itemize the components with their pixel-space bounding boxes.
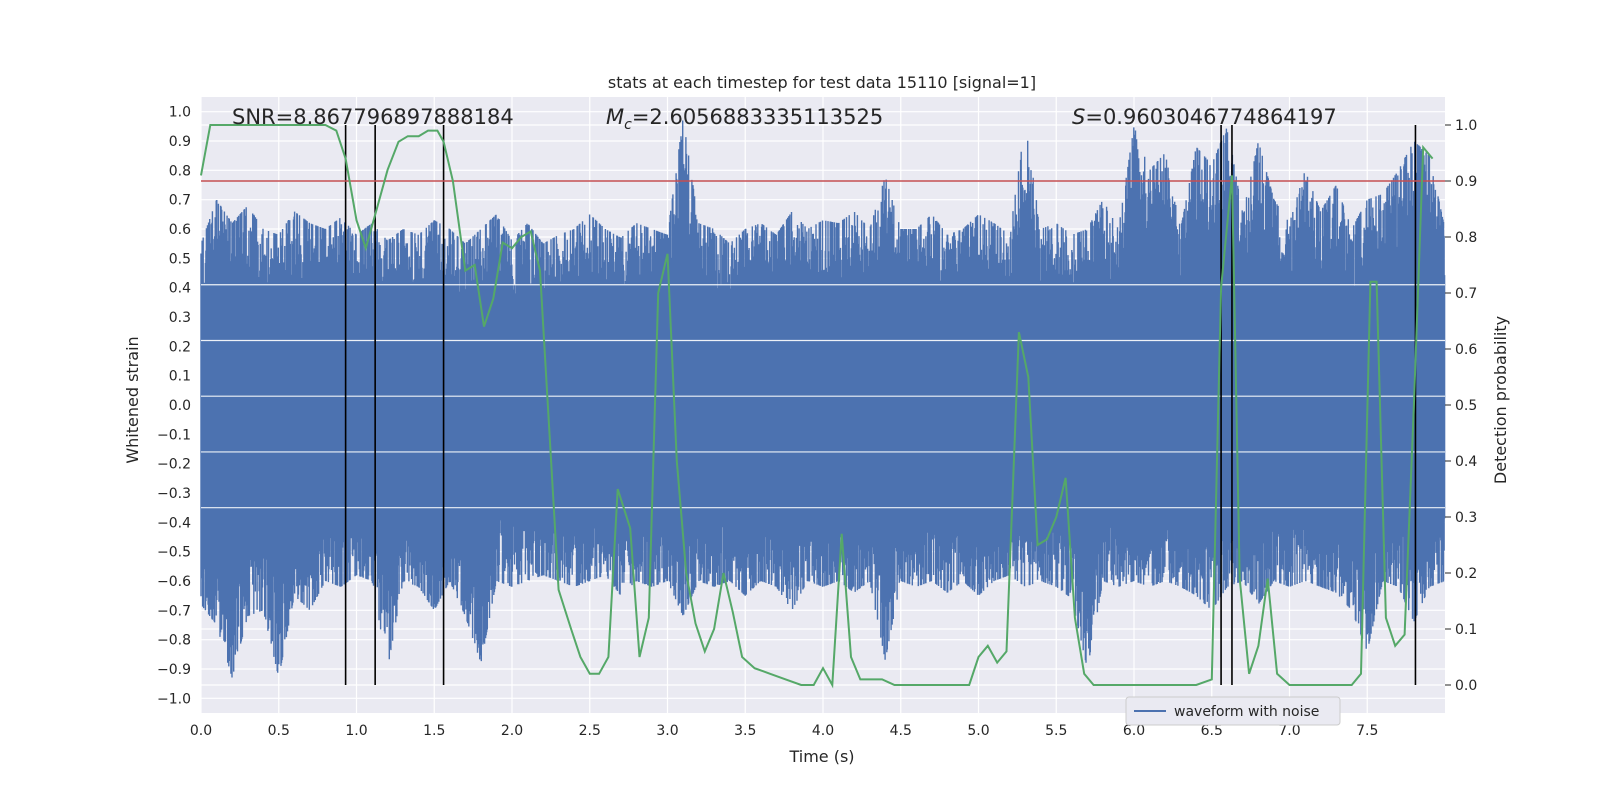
- y-axis-label: Whitened strain: [123, 336, 142, 463]
- y-tick-label: −0.1: [157, 427, 191, 443]
- y-tick-label: 0.4: [169, 281, 191, 297]
- left-y-ticks: −1.0 −0.9 −0.8 −0.7 −0.6 −0.5 −0.4 −0.3 −0.2 −0.1…: [157, 105, 191, 708]
- y-tick-label: −0.8: [157, 633, 191, 649]
- s-annotation: S=0.9603046774864197: [1072, 105, 1337, 129]
- y2-tick-label: 0.2: [1455, 566, 1477, 582]
- legend: waveform with noise: [1125, 696, 1341, 726]
- y-tick-label: 0.2: [169, 339, 191, 355]
- y-tick-label: −0.5: [157, 545, 191, 561]
- x-tick-label: 7.0: [1278, 723, 1300, 739]
- x-tick-label: 1.0: [345, 723, 367, 739]
- x-tick-label: 2.0: [501, 723, 523, 739]
- right-y-ticks: 0.0 0.1 0.2 0.3 0.4 0.5 0.6 0.7 0.8 0.9 1.0: [1445, 118, 1477, 694]
- y2-tick-label: 0.6: [1455, 342, 1477, 358]
- y-tick-label: −0.3: [157, 486, 191, 502]
- legend-label: waveform with noise: [1174, 704, 1319, 720]
- chart-title: stats at each timestep for test data 151…: [608, 73, 1036, 92]
- x-tick-label: 4.0: [812, 723, 834, 739]
- s-value: =0.9603046774864197: [1085, 105, 1336, 129]
- x-tick-label: 3.5: [734, 723, 756, 739]
- x-tick-label: 0.5: [268, 723, 290, 739]
- x-axis-label: Time (s): [788, 747, 854, 766]
- y-tick-label: −0.6: [157, 574, 191, 590]
- y-tick-label: 1.0: [169, 105, 191, 121]
- y-tick-label: 0.0: [169, 398, 191, 414]
- y2-tick-label: 0.0: [1455, 678, 1477, 694]
- x-ticks: 0.0 0.5 1.0 1.5 2.0 2.5 3.0 3.5 4.0 4.5 5.0 5.5 6.0 6…: [190, 723, 1379, 739]
- x-tick-label: 2.5: [579, 723, 601, 739]
- y-tick-label: 0.1: [169, 369, 191, 385]
- chirp-mass-annotation: Mc=2.6056883335113525: [606, 105, 883, 133]
- y2-axis-label: Detection probability: [1491, 316, 1510, 484]
- snr-annotation: SNR=8.867796897888184: [232, 105, 514, 129]
- x-tick-label: 7.5: [1356, 723, 1378, 739]
- y-tick-label: −0.7: [157, 603, 191, 619]
- x-tick-label: 1.5: [423, 723, 445, 739]
- y2-tick-label: 0.9: [1455, 174, 1477, 190]
- y-tick-label: −0.2: [157, 457, 191, 473]
- y2-tick-label: 0.5: [1455, 398, 1477, 414]
- y-tick-label: 0.3: [169, 310, 191, 326]
- x-tick-label: 6.0: [1123, 723, 1145, 739]
- y-tick-label: −0.4: [157, 515, 191, 531]
- y2-tick-label: 1.0: [1455, 118, 1477, 134]
- x-tick-label: 4.5: [890, 723, 912, 739]
- y2-tick-label: 0.7: [1455, 286, 1477, 302]
- x-tick-label: 5.0: [967, 723, 989, 739]
- x-tick-label: 6.5: [1201, 723, 1223, 739]
- y-tick-label: 0.9: [169, 134, 191, 150]
- y-tick-label: −0.9: [157, 662, 191, 678]
- x-tick-label: 0.0: [190, 723, 212, 739]
- y-tick-label: 0.7: [169, 193, 191, 209]
- y2-tick-label: 0.1: [1455, 622, 1477, 638]
- y2-tick-label: 0.3: [1455, 510, 1477, 526]
- y2-tick-label: 0.8: [1455, 230, 1477, 246]
- chirp-mass-value: =2.6056883335113525: [632, 105, 883, 129]
- probability-line: [200, 124, 1434, 689]
- x-tick-label: 5.5: [1045, 723, 1067, 739]
- probability-series: [200, 124, 1434, 689]
- y-tick-label: 0.6: [169, 222, 191, 238]
- waveform-core: [201, 293, 1445, 517]
- y2-tick-label: 0.4: [1455, 454, 1477, 470]
- y-tick-label: −1.0: [157, 691, 191, 707]
- y-tick-label: 0.5: [169, 251, 191, 267]
- y-tick-label: 0.8: [169, 163, 191, 179]
- legend-box: [1125, 696, 1341, 726]
- x-tick-label: 3.0: [656, 723, 678, 739]
